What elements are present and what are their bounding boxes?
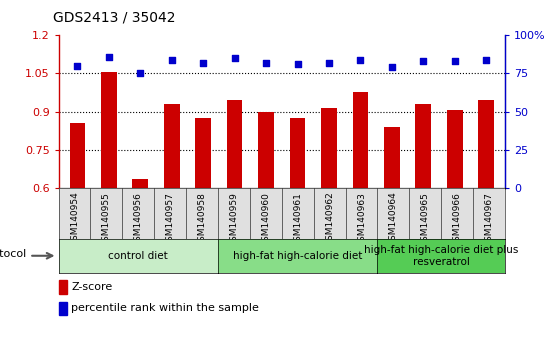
Point [356,57,365,63]
Bar [321,108,337,188]
Text: GDS2413 / 35042: GDS2413 / 35042 [53,11,176,25]
Text: high-fat high-calorie diet plus
resveratrol: high-fat high-calorie diet plus resverat… [364,245,518,267]
Text: GSM140959: GSM140959 [229,192,238,247]
Point [262,60,271,65]
Bar [164,104,180,188]
Bar [415,104,431,188]
Text: GSM140964: GSM140964 [389,192,398,246]
Text: control diet: control diet [108,251,168,261]
Bar [290,118,305,188]
Bar [227,100,243,188]
Point [73,63,82,69]
Text: GSM140954: GSM140954 [70,192,79,246]
Text: protocol: protocol [0,249,26,259]
Bar [195,118,211,188]
Point [325,60,334,65]
Point [167,57,176,63]
Point [104,54,113,59]
Text: GSM140956: GSM140956 [134,192,143,247]
Text: GSM140962: GSM140962 [325,192,334,246]
Text: GSM140955: GSM140955 [102,192,111,247]
Bar [101,72,117,188]
Point [293,62,302,67]
Text: GSM140965: GSM140965 [421,192,430,247]
Bar [258,112,274,188]
Text: GSM140961: GSM140961 [294,192,302,247]
Bar [353,92,368,188]
Bar [384,127,400,188]
Point [419,58,428,64]
Bar [132,179,148,188]
Text: GSM140957: GSM140957 [166,192,175,247]
Point [199,60,208,65]
Text: Z-score: Z-score [71,282,112,292]
Bar [59,302,66,315]
Text: percentile rank within the sample: percentile rank within the sample [71,303,259,313]
Point [136,70,145,76]
Bar [447,110,463,188]
Text: GSM140958: GSM140958 [198,192,206,247]
Point [387,64,396,70]
Text: GSM140960: GSM140960 [261,192,270,247]
Text: GSM140967: GSM140967 [484,192,493,247]
Point [450,58,459,64]
Bar [59,280,66,294]
Point [482,57,490,63]
Text: GSM140963: GSM140963 [357,192,366,247]
Text: GSM140966: GSM140966 [453,192,461,247]
Point [230,55,239,61]
Bar [70,123,85,188]
Text: high-fat high-calorie diet: high-fat high-calorie diet [233,251,362,261]
Bar [478,100,494,188]
